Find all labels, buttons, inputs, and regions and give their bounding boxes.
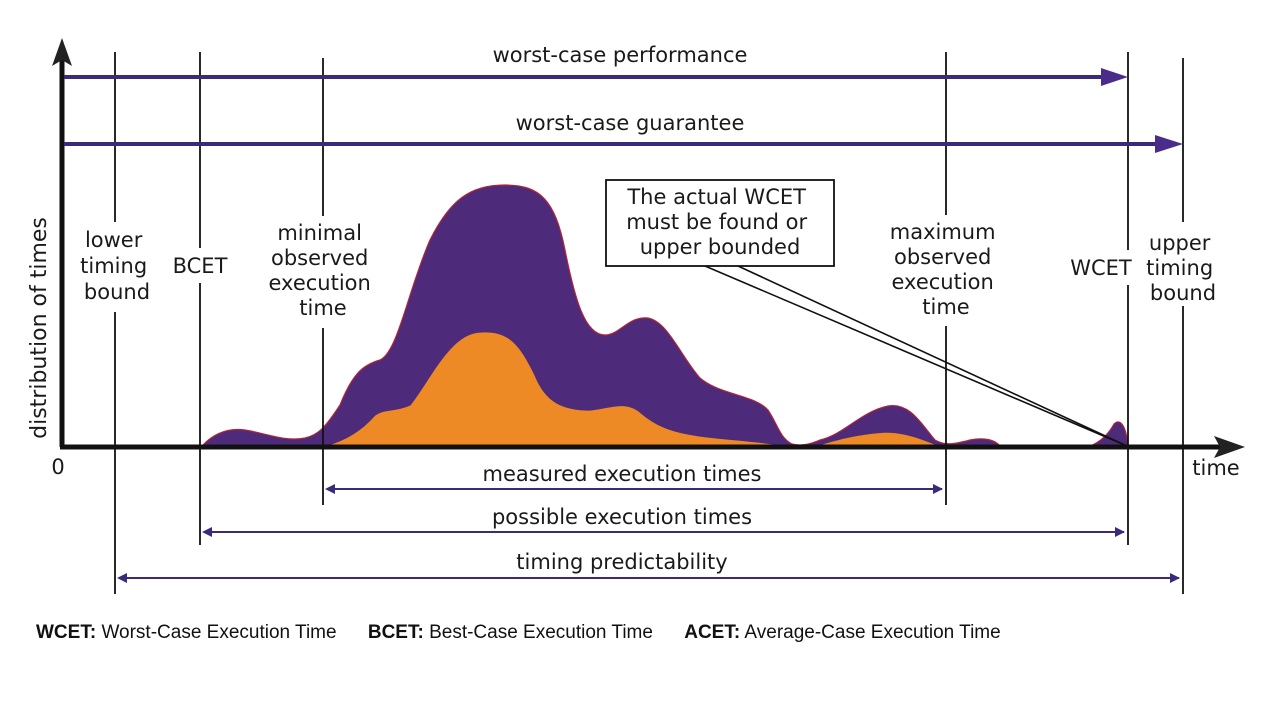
callout-box [605, 179, 835, 267]
callout-pointer-line-2 [737, 265, 1128, 447]
top-ranges: worst-case performance worst-case guaran… [64, 43, 1183, 153]
legend-item-acet: ACET: Average-Case Execution Time [684, 622, 1000, 643]
bcet-label: BCET [173, 254, 228, 278]
possible-execution-times-label: possible execution times [492, 505, 752, 529]
wcet-callout: The actual WCET must be found or upper b… [605, 179, 1128, 447]
measured-distribution-area-2 [814, 431, 941, 447]
possible-distribution-area [200, 184, 1002, 447]
max-observed-label: maximum observed execution time [890, 220, 1003, 319]
timing-predictability-left-arrowhead-icon [117, 573, 127, 583]
x-axis-arrow-icon [1214, 436, 1245, 458]
marker-lines [114, 52, 1184, 594]
bottom-ranges [117, 484, 1180, 583]
legend-abbr: ACET: [684, 622, 741, 643]
legend-abbr: BCET: [367, 622, 424, 643]
possible-execution-times-left-arrowhead-icon [202, 527, 212, 537]
legend-abbr: WCET: [36, 622, 97, 643]
legend-item-wcet: WCET: Worst-Case Execution Time [36, 622, 337, 643]
legend-item-bcet: BCET: Best-Case Execution Time [368, 622, 653, 643]
legend-text: Worst-Case Execution Time [101, 622, 337, 643]
worst-case-performance-arrowhead-icon [1101, 68, 1128, 86]
measured-execution-times-left-arrowhead-icon [325, 484, 335, 494]
worst-case-guarantee-arrowhead-icon [1155, 135, 1183, 153]
callout-pointer-line-1 [704, 265, 1128, 447]
y-axis-arrow-icon [52, 38, 72, 66]
legend-text: Average-Case Execution Time [744, 622, 1001, 643]
x-axis-label: time [1192, 456, 1239, 480]
distribution-areas [200, 184, 1129, 447]
lower-timing-bound-label: lower timing bound [80, 228, 154, 304]
abbreviation-legend: WCET: Worst-Case Execution Time BCET: Be… [36, 622, 1027, 644]
worst-case-guarantee-label: worst-case guarantee [516, 111, 745, 135]
min-observed-label: minimal observed execution time [268, 221, 377, 320]
origin-label: 0 [51, 455, 64, 479]
upper-timing-bound-label: upper timing bound [1146, 231, 1220, 305]
marker-labels: lower timing bound BCET minimal observed… [80, 220, 1220, 320]
axes: 0 time distribution of times [27, 38, 1245, 480]
wcet-tail-area [1089, 421, 1129, 447]
worst-case-performance-label: worst-case performance [493, 43, 748, 67]
y-axis-label: distribution of times [27, 217, 52, 439]
legend-text: Best-Case Execution Time [429, 622, 653, 643]
measured-distribution-area [324, 331, 786, 447]
timing-predictability-label: timing predictability [516, 550, 727, 574]
wcet-label: WCET [1070, 256, 1132, 280]
measured-execution-times-label: measured execution times [483, 462, 762, 486]
callout-text: The actual WCET must be found or upper b… [626, 185, 814, 259]
